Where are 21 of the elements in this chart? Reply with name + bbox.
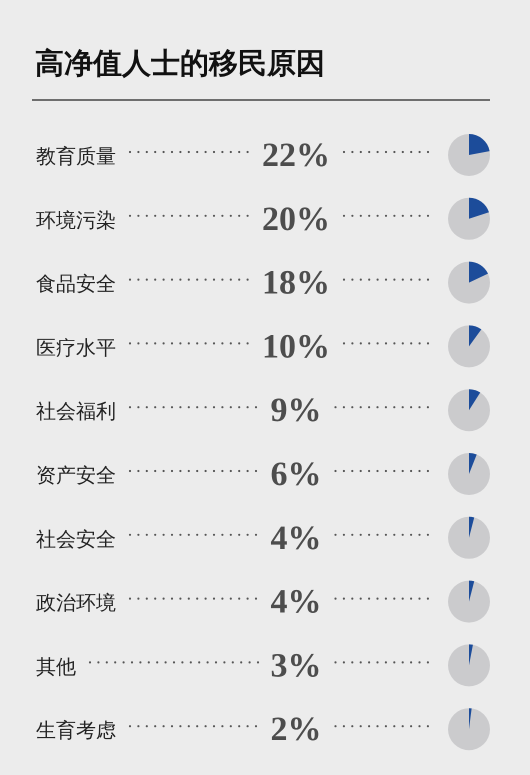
category-label: 食品安全	[36, 272, 116, 296]
data-label: 2%	[270, 711, 322, 748]
data-label: 4%	[270, 520, 322, 557]
category-label: 社会福利	[36, 399, 116, 424]
data-label: 22%	[262, 137, 330, 174]
category-label: 政治环境	[36, 590, 116, 615]
data-label: 3%	[270, 647, 322, 684]
data-label: 18%	[262, 264, 330, 302]
category-label: 环境污染	[36, 208, 116, 232]
data-label: 9%	[270, 392, 322, 430]
category-label: 医疗水平	[36, 335, 116, 360]
category-label: 生育考虑	[36, 718, 116, 742]
data-label: 4%	[270, 584, 322, 621]
category-label: 其他	[36, 654, 76, 678]
text: 高净值人士的移民原因	[35, 46, 325, 80]
data-label: 10%	[262, 328, 330, 366]
data-label: 20%	[262, 200, 330, 238]
category-label: 教育质量	[36, 144, 116, 168]
category-label: 社会安全	[36, 526, 116, 551]
category-label: 资产安全	[36, 463, 116, 487]
data-label: 6%	[270, 456, 322, 493]
